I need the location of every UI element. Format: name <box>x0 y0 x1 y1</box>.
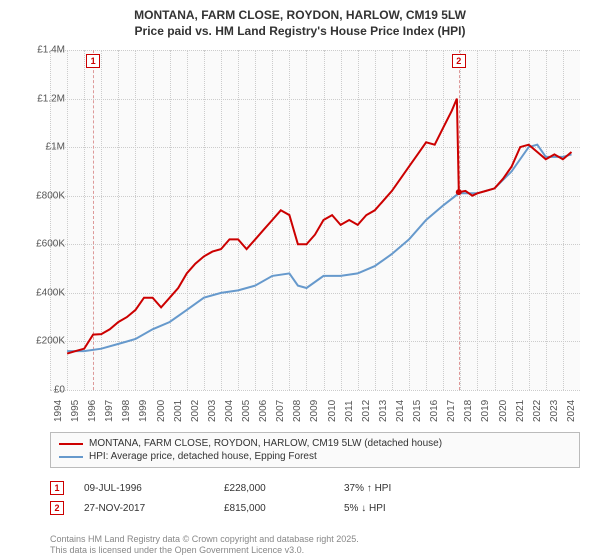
title-line-1: MONTANA, FARM CLOSE, ROYDON, HARLOW, CM1… <box>0 8 600 24</box>
legend-row: HPI: Average price, detached house, Eppi… <box>59 450 571 463</box>
x-axis-label: 2007 <box>275 400 286 422</box>
marker-delta: 5% ↓ HPI <box>344 503 464 514</box>
marker-id-box: 2 <box>50 501 64 515</box>
x-axis-label: 1999 <box>138 400 149 422</box>
x-axis-label: 1997 <box>104 400 115 422</box>
series-line <box>67 99 571 354</box>
x-axis-label: 2002 <box>190 400 201 422</box>
legend-swatch <box>59 456 83 458</box>
x-axis-label: 2012 <box>361 400 372 422</box>
y-axis-label: £400K <box>15 287 65 298</box>
legend-swatch <box>59 443 83 445</box>
x-axis-label: 2023 <box>549 400 560 422</box>
y-axis-label: £1.4M <box>15 45 65 56</box>
x-axis-label: 1994 <box>53 400 64 422</box>
marker-date: 27-NOV-2017 <box>84 503 204 514</box>
x-axis-label: 2006 <box>258 400 269 422</box>
x-axis-label: 1998 <box>121 400 132 422</box>
marker-price: £228,000 <box>224 483 324 494</box>
footer-line-2: This data is licensed under the Open Gov… <box>50 545 359 556</box>
x-axis-label: 2000 <box>156 400 167 422</box>
x-axis-label: 2001 <box>173 400 184 422</box>
y-axis-label: £200K <box>15 336 65 347</box>
marker-table: 1 09-JUL-1996 £228,000 37% ↑ HPI 2 27-NOV-201… <box>50 478 580 518</box>
x-axis-label: 2020 <box>498 400 509 422</box>
footer-line-1: Contains HM Land Registry data © Crown c… <box>50 534 359 545</box>
x-axis-label: 2005 <box>241 400 252 422</box>
x-axis-label: 2015 <box>412 400 423 422</box>
x-axis-label: 2004 <box>224 400 235 422</box>
y-axis-label: £1.2M <box>15 93 65 104</box>
marker-price: £815,000 <box>224 503 324 514</box>
marker-box: 2 <box>452 54 466 68</box>
marker-row: 2 27-NOV-2017 £815,000 5% ↓ HPI <box>50 498 580 518</box>
title-line-2: Price paid vs. HM Land Registry's House … <box>0 24 600 40</box>
x-axis-label: 2008 <box>292 400 303 422</box>
marker-id-box: 1 <box>50 481 64 495</box>
series-line <box>67 145 571 351</box>
chart-container: MONTANA, FARM CLOSE, ROYDON, HARLOW, CM1… <box>0 0 600 560</box>
marker-row: 1 09-JUL-1996 £228,000 37% ↑ HPI <box>50 478 580 498</box>
marker-box: 1 <box>86 54 100 68</box>
x-axis-label: 1995 <box>70 400 81 422</box>
marker-date: 09-JUL-1996 <box>84 483 204 494</box>
x-axis-label: 2017 <box>446 400 457 422</box>
gridline-h <box>50 390 580 391</box>
x-axis-label: 2010 <box>327 400 338 422</box>
x-axis-label: 2022 <box>532 400 543 422</box>
y-axis-label: £800K <box>15 190 65 201</box>
line-series <box>50 50 580 390</box>
x-axis-label: 2016 <box>429 400 440 422</box>
x-axis-label: 2018 <box>463 400 474 422</box>
legend-label: MONTANA, FARM CLOSE, ROYDON, HARLOW, CM1… <box>89 438 442 449</box>
x-axis-label: 2013 <box>378 400 389 422</box>
legend-row: MONTANA, FARM CLOSE, ROYDON, HARLOW, CM1… <box>59 437 571 450</box>
chart-title: MONTANA, FARM CLOSE, ROYDON, HARLOW, CM1… <box>0 0 600 39</box>
marker-delta: 37% ↑ HPI <box>344 483 464 494</box>
y-axis-label: £1M <box>15 142 65 153</box>
x-axis-label: 2021 <box>515 400 526 422</box>
x-axis-label: 2003 <box>207 400 218 422</box>
x-axis-label: 2014 <box>395 400 406 422</box>
x-axis-label: 2011 <box>344 400 355 422</box>
x-axis-label: 1996 <box>87 400 98 422</box>
y-axis-label: £0 <box>15 385 65 396</box>
attribution-footer: Contains HM Land Registry data © Crown c… <box>50 534 359 556</box>
x-axis-label: 2009 <box>309 400 320 422</box>
x-axis-label: 2024 <box>566 400 577 422</box>
x-axis-label: 2019 <box>480 400 491 422</box>
sale-point-icon <box>456 189 462 195</box>
legend: MONTANA, FARM CLOSE, ROYDON, HARLOW, CM1… <box>50 432 580 468</box>
legend-label: HPI: Average price, detached house, Eppi… <box>89 451 317 462</box>
plot-area: 12 <box>50 50 580 390</box>
y-axis-label: £600K <box>15 239 65 250</box>
